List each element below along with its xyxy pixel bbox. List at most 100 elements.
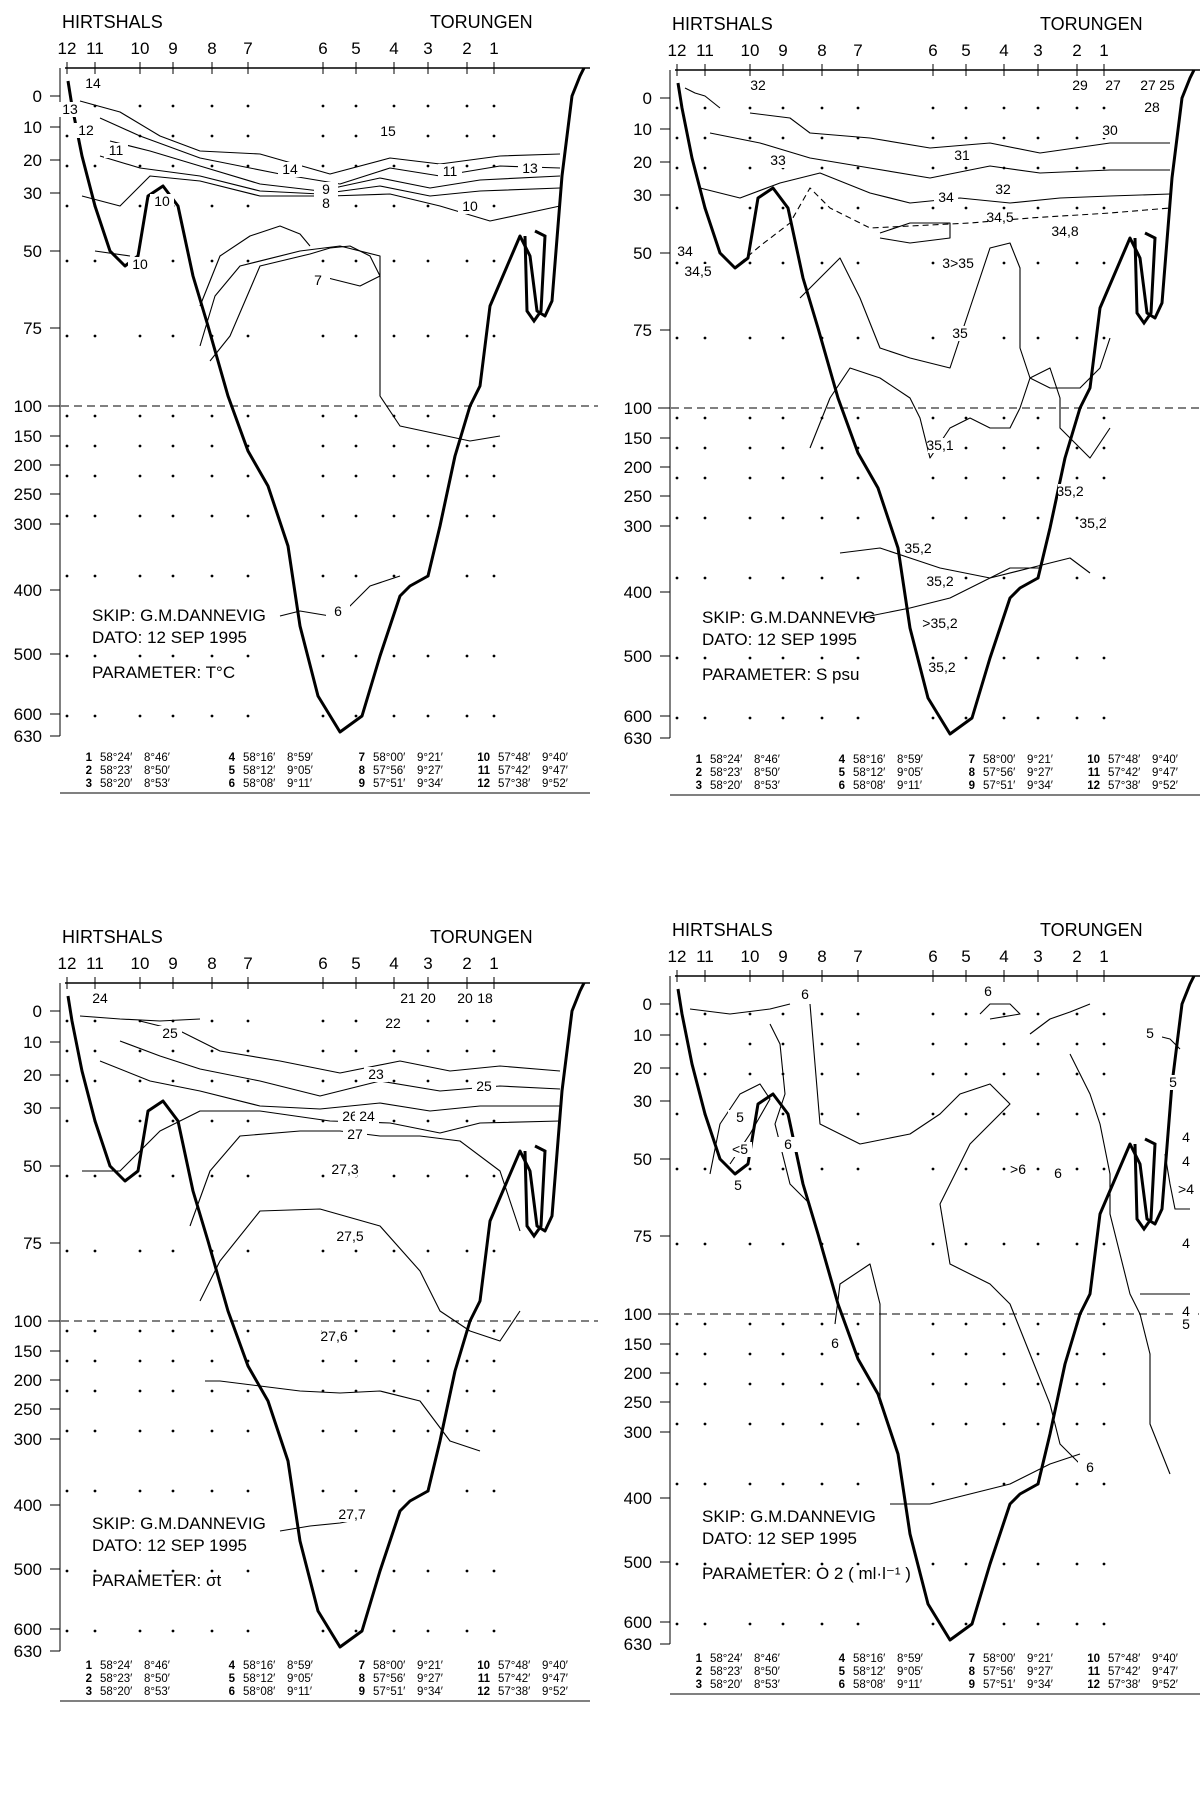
isoline-label: 23 [368,1066,384,1082]
sample-point [675,716,679,720]
isoline-label-bg [453,991,477,1006]
sample-point [1102,166,1106,170]
sample-point [1075,476,1079,480]
sample-point [65,1019,69,1023]
sample-point [138,714,142,718]
isoline-label: 10 [132,256,148,272]
depth-label: 50 [633,1150,652,1169]
sample-point [964,446,968,450]
sample-point [93,1569,97,1573]
seafloor-outline [676,69,1196,736]
depth-label: 600 [14,705,42,724]
station-label: 10 [131,39,150,58]
isoline-label: 35,2 [928,659,955,675]
seafloor-outline [66,67,586,734]
isoline-label-bg [472,1079,496,1094]
sample-point [1075,261,1079,265]
sample-point [931,716,935,720]
depth-label: 150 [624,1335,652,1354]
isoline-label: 27,5 [336,1228,363,1244]
isoline-label-bg [1081,516,1105,531]
sample-point [703,1322,707,1326]
isoline-label-bg [306,273,330,288]
sample-point [1036,1352,1040,1356]
sample-point [748,1382,752,1386]
isoline [839,547,1091,579]
sample-point [748,206,752,210]
coord-lat: 57°48′ [1108,1653,1140,1665]
sample-point [1036,576,1040,580]
sample-point [964,206,968,210]
sample-point [1036,136,1040,140]
coord-lon: 9°05′ [897,767,923,779]
isoline [99,117,561,185]
sample-point [65,714,69,718]
sample-point [138,1429,142,1433]
sample-point [426,204,430,208]
sample-point [1002,1482,1006,1486]
coord-number: 10 [1087,754,1100,766]
isoline-label-bg [928,438,952,453]
isoline-label: 6 [801,986,809,1002]
sample-point [354,1569,358,1573]
sample-point [1002,576,1006,580]
isoline-label-bg [333,1162,357,1177]
sample-point [93,444,97,448]
sample-point [964,1012,968,1016]
sample-point [1075,1422,1079,1426]
sample-point [354,334,358,338]
sample-point [210,134,214,138]
sample-point [492,714,496,718]
sample-point [675,1242,679,1246]
coord-lat: 58°20′ [710,780,742,792]
sample-point [1075,416,1079,420]
sample-point [492,474,496,478]
sample-point [465,414,469,418]
coord-lon: 9°21′ [417,752,443,764]
sample-point [703,261,707,265]
sample-point [781,1562,785,1566]
sample-point [392,1174,396,1178]
coord-number: 11 [478,1673,491,1685]
sample-point [93,1489,97,1493]
coord-number: 4 [839,1653,846,1665]
coord-lat: 57°38′ [1108,780,1140,792]
coord-number: 8 [969,767,976,779]
sample-point [964,1422,968,1426]
station-label: 12 [668,41,687,60]
station-label: 11 [86,39,104,58]
depth-label: 250 [624,487,652,506]
sample-point [1002,1072,1006,1076]
station-label: 3 [423,39,432,58]
coord-number: 8 [969,1666,976,1678]
depth-label: 400 [624,1489,652,1508]
isoline [209,245,501,442]
depth-label: 10 [633,120,652,139]
sample-point [171,1389,175,1393]
sample-point [675,576,679,580]
sample-point [171,1629,175,1633]
sample-point [246,1079,250,1083]
sample-point [321,1569,325,1573]
sample-point [781,576,785,580]
sample-point [964,656,968,660]
sample-point [138,514,142,518]
sample-point [392,654,396,658]
seafloor-outline [66,982,586,1649]
coord-lat: 57°38′ [498,1686,530,1698]
sample-point [392,1119,396,1123]
coord-lat: 58°08′ [853,780,885,792]
sample-point [820,476,824,480]
coord-lon: 8°53′ [754,780,780,792]
sample-point [931,1352,935,1356]
coord-lon: 8°59′ [287,1660,313,1672]
sample-point [820,1167,824,1171]
coord-number: 4 [839,754,846,766]
sample-point [820,1482,824,1486]
sample-point [1002,656,1006,660]
sample-point [675,336,679,340]
sample-point [138,1174,142,1178]
sample-point [1102,1322,1106,1326]
sample-point [171,1429,175,1433]
station-label: 1 [489,954,498,973]
